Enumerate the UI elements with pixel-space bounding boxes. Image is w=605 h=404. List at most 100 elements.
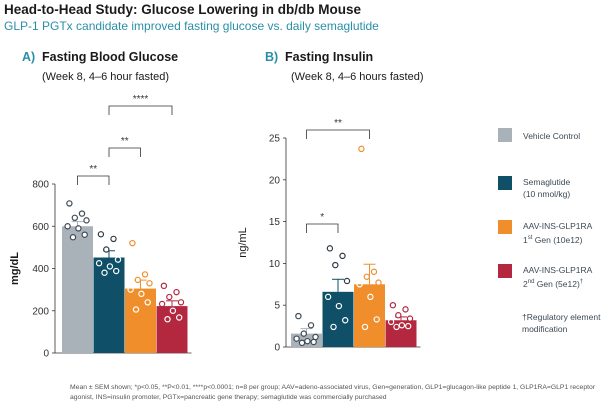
- p2-point-gen1-0: [358, 145, 365, 153]
- p1-point-gen1-4: [127, 286, 134, 293]
- p1-point-gen1-2: [134, 276, 141, 284]
- legend-label-gen1: AAV-INS-GLP1RA: [523, 221, 593, 231]
- legend-sub-semaglutide: (10 nmol/kg): [523, 189, 571, 199]
- p2-y-tick-label-5: 25: [269, 134, 281, 145]
- p2-point-gen2-5: [398, 322, 406, 329]
- p1-point-gen2-7: [164, 316, 171, 323]
- p1-point-gen1-5: [138, 290, 145, 298]
- p2-point-sema-7: [330, 323, 337, 331]
- p2-panel-label: B): [265, 50, 278, 64]
- p1-point-vehicle-5: [75, 225, 82, 232]
- page-subtitle: GLP-1 PGTx candidate improved fasting gl…: [4, 19, 379, 33]
- legend-label-semaglutide: Semaglutide: [523, 177, 571, 187]
- p1-y-tick-label-2: 400: [32, 264, 49, 275]
- p2-point-sema-3: [343, 277, 351, 285]
- p2-y-tick-label-2: 10: [269, 259, 281, 270]
- p1-point-vehicle-4: [64, 223, 71, 230]
- p2-sig-bracket-1: [306, 129, 370, 139]
- p2-point-sema-1: [339, 252, 346, 260]
- p1-point-sema-7: [101, 269, 108, 276]
- p2-chart-title: Fasting Insulin: [285, 50, 373, 64]
- legend-item-vehicle: Vehicle Control: [498, 128, 580, 142]
- p2-point-gen1-7: [361, 323, 369, 331]
- p2-point-gen1-2: [363, 273, 370, 280]
- legend-swatch-semaglutide: [498, 176, 512, 190]
- p1-bar-vehicle: [62, 226, 93, 353]
- p1-point-vehicle-1: [78, 210, 86, 217]
- p1-y-tick-label-3: 600: [32, 222, 49, 233]
- p2-point-sema-6: [342, 317, 349, 324]
- p1-point-sema-6: [112, 267, 120, 275]
- p1-point-gen1-7: [132, 306, 140, 313]
- p2-y-tick-label-3: 15: [269, 217, 281, 228]
- p2-y-tick-label-0: 0: [274, 343, 280, 354]
- p1-point-gen2-2: [166, 293, 173, 301]
- legend-label-vehicle: Vehicle Control: [523, 131, 581, 141]
- p2-point-gen2-0: [389, 302, 397, 309]
- p1-sig-label-2: ****: [133, 94, 149, 105]
- p1-sig-bracket-2: [108, 105, 173, 115]
- p2-point-gen2-3: [406, 315, 414, 322]
- p2-point-vehicle-5: [304, 337, 311, 345]
- p2-point-sema-5: [335, 302, 343, 310]
- footer-note: Mean ± SEM shown; *p<0.05, **P<0.01, ***…: [70, 384, 596, 401]
- p1-point-vehicle-0: [66, 200, 73, 207]
- p1-y-tick-label-4: 800: [32, 180, 49, 191]
- p1-sig-bracket-1: [108, 147, 141, 157]
- p2-point-vehicle-0: [295, 312, 302, 320]
- legend-sub-gen1: 1st Gen (10e12): [523, 234, 583, 245]
- p1-point-gen1-3: [146, 280, 153, 287]
- legend-swatch-vehicle: [498, 128, 512, 142]
- p1-y-tick-label-1: 200: [32, 306, 49, 317]
- p1-point-gen2-0: [160, 282, 168, 290]
- p2-point-gen2-2: [395, 312, 402, 319]
- p2-point-vehicle-6: [310, 338, 317, 346]
- p1-point-gen1-1: [141, 271, 149, 278]
- legend-item-semaglutide: Semaglutide (10 nmol/kg): [498, 176, 570, 200]
- p1-point-vehicle-2: [71, 214, 79, 221]
- p1-sig-bracket-0: [77, 175, 110, 185]
- p1-y-tick-label-0: 0: [43, 349, 49, 360]
- page-title: Head-to-Head Study: Glucose Lowering in …: [4, 2, 362, 17]
- p2-chart-subtitle: (Week 8, 4–6 hours fasted): [291, 71, 423, 83]
- p2-point-gen1-1: [370, 268, 378, 275]
- p1-point-gen2-3: [177, 299, 185, 306]
- p2-point-sema-0: [326, 245, 334, 252]
- p2-point-gen1-6: [373, 316, 380, 323]
- p2-point-vehicle-2: [300, 330, 307, 337]
- p1-point-gen2-4: [158, 300, 166, 308]
- p1-sig-label-1: **: [121, 136, 129, 147]
- p2-point-gen2-6: [405, 322, 412, 330]
- legend-swatch-gen1: [498, 220, 512, 234]
- p2-y-tick-label-1: 5: [274, 301, 280, 312]
- p1-point-sema-5: [106, 263, 114, 270]
- p1-panel-label: A): [22, 50, 35, 64]
- p2-bar-sema: [322, 291, 354, 347]
- legend-sub-gen2: 2nd Gen (5e12)†: [523, 278, 584, 289]
- p2-sig-label-0: *: [320, 212, 324, 223]
- p2-point-vehicle-1: [307, 322, 315, 329]
- p1-point-gen1-6: [144, 299, 151, 306]
- p1-point-sema-1: [110, 235, 117, 243]
- p1-point-vehicle-3: [83, 217, 90, 224]
- legend-swatch-gen2: [498, 264, 512, 278]
- p1-point-gen2-6: [175, 314, 183, 321]
- p1-y-axis-label: mg/dL: [9, 252, 21, 285]
- p1-point-sema-0: [97, 231, 105, 238]
- p2-bar-gen1: [354, 284, 385, 347]
- p1-bar-sema: [93, 257, 125, 353]
- p2-y-tick-label-4: 20: [269, 175, 281, 186]
- p2-point-gen2-4: [387, 318, 395, 326]
- p1-point-sema-3: [114, 256, 122, 263]
- legend-label-gen2: AAV-INS-GLP1RA: [523, 265, 593, 275]
- p1-chart-title: Fasting Blood Glucose: [42, 50, 178, 64]
- p2-point-sema-2: [332, 261, 339, 269]
- p2-point-sema-4: [324, 293, 332, 301]
- p2-point-gen2-7: [393, 323, 400, 331]
- p2-point-gen1-5: [367, 293, 374, 301]
- p1-point-gen1-0: [129, 239, 136, 247]
- regulatory-footnote: †Regulatory element modification: [522, 312, 601, 334]
- p1-bar-gen2: [156, 306, 188, 353]
- p2-point-gen2-1: [402, 306, 409, 313]
